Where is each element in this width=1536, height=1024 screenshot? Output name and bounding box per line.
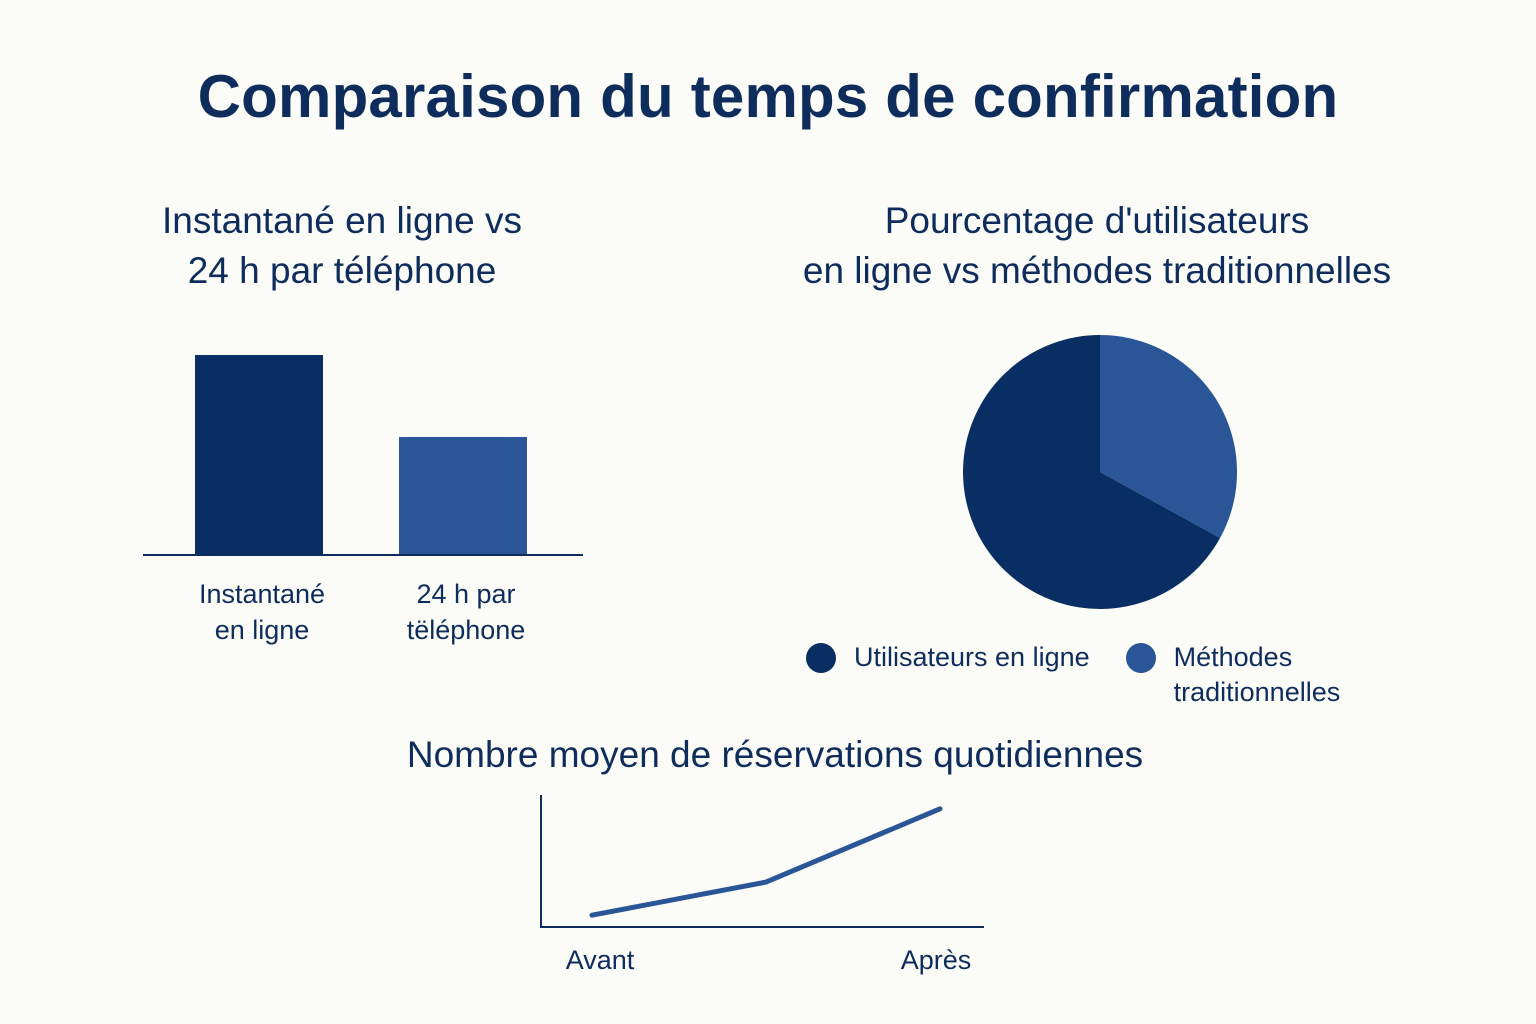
bar-chart-title: Instantané en ligne vs 24 h par téléphon…: [92, 196, 592, 296]
bar-category-label-1: 24 h par tëléphone: [407, 579, 526, 645]
bar-marks: [195, 355, 527, 555]
line-series: [589, 806, 943, 918]
pie-chart-title-line: Pourcentage d'utilisateurs: [884, 200, 1310, 241]
bar-category-label-0: Instantané en ligne: [199, 579, 325, 645]
bar-chart-title-line: Instantané en ligne vs: [162, 200, 522, 241]
bar-0: [195, 355, 323, 555]
bar-category-labels: Instantané en ligne 24 h par tëléphone: [199, 579, 525, 645]
pie-chart-title-line: en ligne vs méthodes traditionnelles: [802, 250, 1392, 291]
legend-label-line: Utilisateurs en ligne: [854, 642, 1090, 672]
line-chart-title: Nombre moyen de réservations quotidienne…: [406, 734, 1144, 775]
legend-label: Utilisateurs en ligne: [854, 640, 1090, 675]
bar-1: [399, 437, 527, 555]
pie-slices: [962, 335, 1237, 610]
legend-label-line: traditionnelles: [1173, 677, 1341, 707]
legend-swatch: [806, 643, 836, 673]
bar-category-label-line: en ligne: [215, 615, 310, 645]
pie-legend: Utilisateurs en ligne Méthodes tradition…: [806, 640, 1340, 710]
pie-chart-title: Pourcentage d'utilisateurs en ligne vs m…: [742, 196, 1452, 296]
bar-category-label-line: 24 h par: [416, 579, 515, 609]
x-tick-label-before: Avant: [566, 945, 635, 975]
bar-chart-title-line: 24 h par téléphone: [187, 250, 497, 291]
bar-category-label-line: Instantané: [199, 579, 325, 609]
legend-label-line: Méthodes: [1173, 642, 1293, 672]
page-title: Comparaison du temps de confirmation: [197, 63, 1339, 130]
legend-item-online-users: Utilisateurs en ligne: [806, 640, 1090, 675]
legend-label: Méthodes traditionnelles: [1174, 640, 1341, 710]
pie-slice-0: [1100, 335, 1237, 539]
legend-item-traditional-methods: Méthodes traditionnelles: [1125, 640, 1341, 710]
legend-swatch: [1125, 643, 1156, 673]
line-series-path: [589, 806, 943, 918]
bar-category-label-line: tëléphone: [407, 615, 526, 645]
x-tick-label-after: Après: [901, 945, 972, 975]
pie-slice-1: [962, 335, 1221, 610]
